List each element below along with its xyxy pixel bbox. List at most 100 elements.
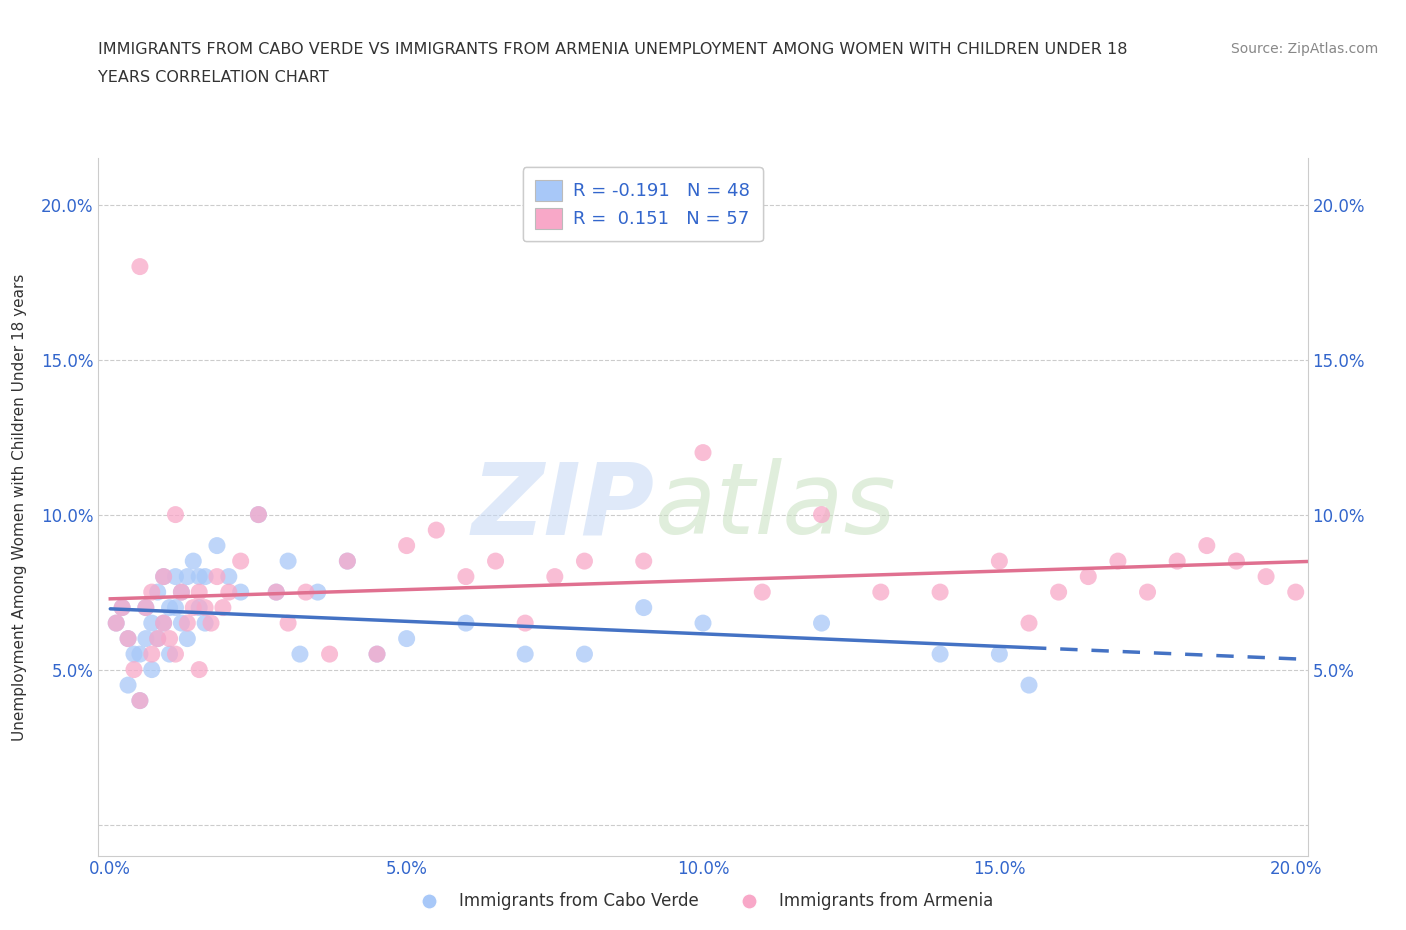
Point (205, 569, 228, 584)
Y-axis label: Unemployment Among Women with Children Under 18 years: Unemployment Among Women with Children U… (13, 273, 27, 740)
Point (194, 569, 217, 584)
Point (869, 585, 891, 600)
Point (141, 662, 163, 677)
Point (810, 507, 832, 522)
Point (212, 600, 235, 615)
Point (988, 646, 1011, 661)
Point (129, 693, 152, 708)
Point (188, 600, 211, 615)
Point (129, 646, 152, 661)
Point (141, 616, 163, 631)
Point (181, 553, 204, 568)
Point (1285, 585, 1308, 600)
Point (1254, 569, 1277, 584)
Point (152, 569, 174, 584)
Point (152, 616, 174, 631)
Point (129, 693, 152, 708)
Point (194, 616, 217, 631)
Point (170, 616, 193, 631)
Point (633, 600, 655, 615)
Point (395, 538, 418, 553)
Point (159, 600, 181, 615)
Point (146, 631, 169, 646)
Point (318, 646, 340, 661)
Point (159, 631, 181, 646)
Text: atlas: atlas (655, 458, 896, 555)
Point (247, 507, 270, 522)
Point (692, 445, 714, 460)
Text: YEARS CORRELATION CHART: YEARS CORRELATION CHART (98, 70, 329, 85)
Point (122, 646, 145, 661)
Point (1018, 678, 1040, 693)
Point (574, 553, 596, 568)
Point (117, 631, 139, 646)
Text: IMMIGRANTS FROM CABO VERDE VS IMMIGRANTS FROM ARMENIA UNEMPLOYMENT AMONG WOMEN W: IMMIGRANTS FROM CABO VERDE VS IMMIGRANTS… (98, 42, 1128, 57)
Point (194, 600, 217, 615)
Point (165, 646, 187, 661)
Point (366, 646, 388, 661)
Point (692, 616, 714, 631)
Point (295, 585, 318, 600)
Point (176, 569, 198, 584)
Point (1195, 538, 1218, 553)
Point (988, 553, 1011, 568)
Point (288, 646, 311, 661)
Point (188, 662, 211, 677)
Point (170, 585, 193, 600)
Point (544, 569, 567, 584)
Point (264, 585, 287, 600)
Point (135, 600, 157, 615)
Point (247, 507, 270, 522)
Point (135, 631, 157, 646)
Point (425, 523, 447, 538)
Legend: Immigrants from Cabo Verde, Immigrants from Armenia: Immigrants from Cabo Verde, Immigrants f… (406, 885, 1000, 917)
Point (181, 600, 204, 615)
Point (218, 569, 240, 584)
Point (159, 646, 181, 661)
Point (205, 538, 228, 553)
Point (515, 616, 537, 631)
Point (105, 616, 128, 631)
Point (515, 646, 537, 661)
Point (218, 585, 240, 600)
Point (152, 569, 174, 584)
Point (111, 600, 134, 615)
Point (117, 631, 139, 646)
Point (366, 646, 388, 661)
Point (454, 616, 477, 631)
Point (105, 616, 128, 631)
Point (264, 585, 287, 600)
Point (152, 616, 174, 631)
Point (200, 616, 222, 631)
Point (1225, 553, 1247, 568)
Point (929, 646, 952, 661)
Point (454, 569, 477, 584)
Point (176, 631, 198, 646)
Point (188, 569, 211, 584)
Point (1077, 569, 1099, 584)
Point (165, 507, 187, 522)
Point (229, 553, 252, 568)
Point (170, 585, 193, 600)
Point (810, 616, 832, 631)
Text: ZIP: ZIP (471, 458, 655, 555)
Point (484, 553, 506, 568)
Point (277, 553, 299, 568)
Point (633, 553, 655, 568)
Point (141, 646, 163, 661)
Point (141, 585, 163, 600)
Point (176, 616, 198, 631)
Point (1018, 616, 1040, 631)
Point (1136, 585, 1159, 600)
Point (146, 631, 169, 646)
Point (1166, 553, 1188, 568)
Point (574, 646, 596, 661)
Point (122, 662, 145, 677)
Text: Source: ZipAtlas.com: Source: ZipAtlas.com (1230, 42, 1378, 56)
Point (165, 569, 187, 584)
Point (277, 616, 299, 631)
Point (111, 600, 134, 615)
Point (929, 585, 952, 600)
Point (1047, 585, 1070, 600)
Point (135, 600, 157, 615)
